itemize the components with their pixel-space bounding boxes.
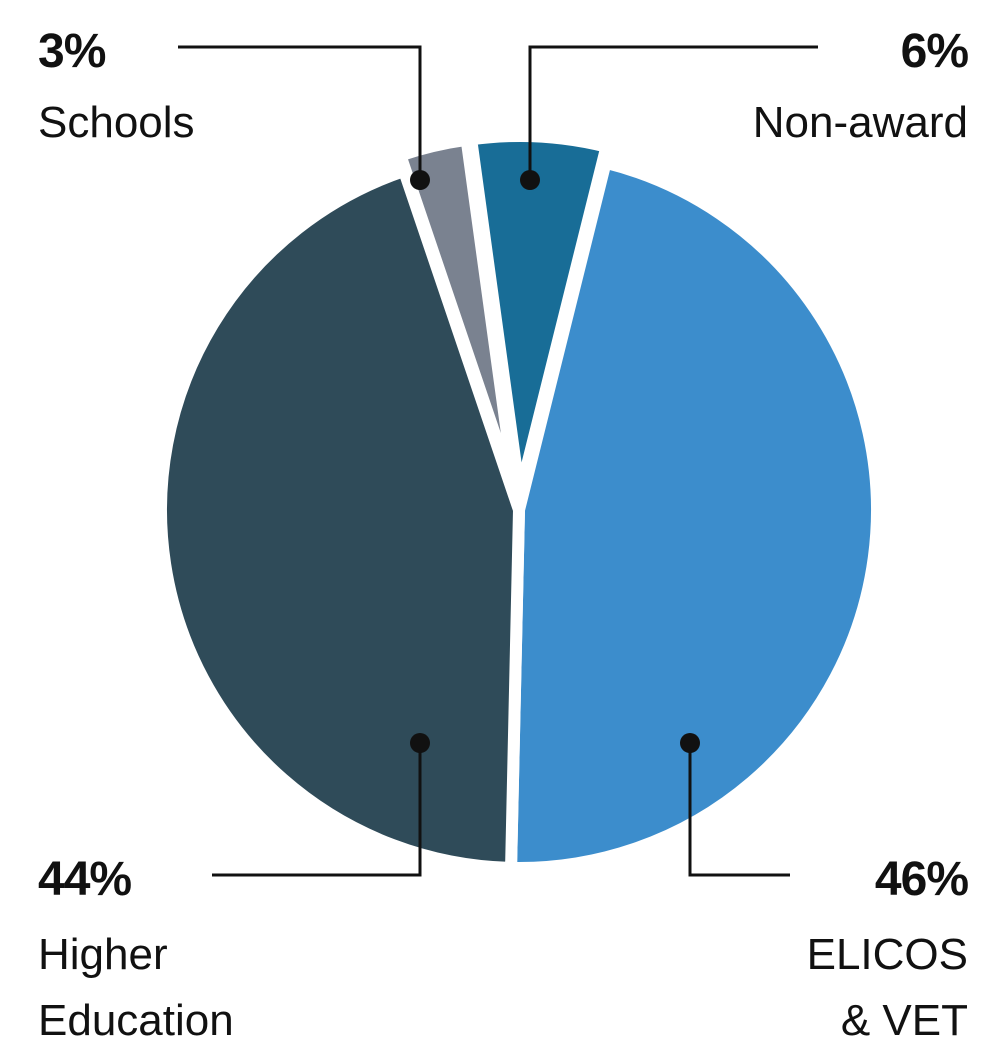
non-award-percent-label: 6% <box>900 25 969 78</box>
non-award-leader-line <box>528 45 818 180</box>
schools-label-line-1: Schools <box>38 98 195 147</box>
higher-education-name-label: Higher Education <box>38 922 234 1054</box>
non-award-name-label: Non-award <box>753 90 968 156</box>
higher-education-leader-dot <box>410 733 430 753</box>
non-award-leader-dot <box>520 170 540 190</box>
higher-education-label-line-1: Higher <box>38 930 168 979</box>
higher-education-percent-label: 44% <box>38 853 132 906</box>
schools-name-label: Schools <box>38 90 195 156</box>
non-award-slice <box>465 130 613 501</box>
elicos-vet-percent-label: 46% <box>874 853 969 906</box>
elicos-vet-label-line-2: & VET <box>840 996 968 1045</box>
non-award-label-line-1: Non-award <box>752 98 968 147</box>
elicos-vet-leader-line <box>688 743 790 877</box>
elicos-vet-name-label: ELICOS & VET <box>807 922 968 1054</box>
elicos-vet-label-line-1: ELICOS <box>806 930 968 979</box>
higher-education-leader-line <box>212 743 422 877</box>
schools-leader-dot <box>410 170 430 190</box>
schools-leader-line <box>178 45 422 180</box>
elicos-vet-slice <box>505 156 883 874</box>
elicos-vet-leader-dot <box>680 733 700 753</box>
schools-percent-label: 3% <box>38 25 106 78</box>
higher-education-slice <box>155 164 525 874</box>
higher-education-label-line-2: Education <box>38 996 234 1045</box>
